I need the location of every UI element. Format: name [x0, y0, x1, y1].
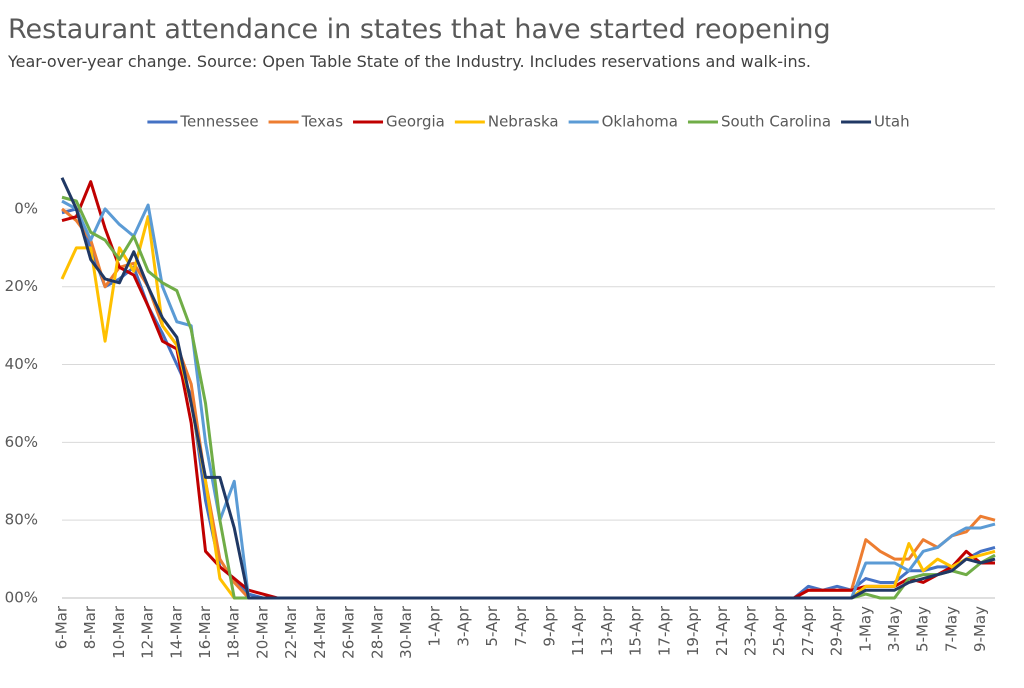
x-tick-label: 28-Mar	[368, 605, 386, 659]
x-tick-label: 12-Mar	[139, 605, 157, 659]
x-tick-label: 9-May	[971, 606, 989, 652]
x-tick-label: 3-May	[885, 606, 903, 652]
series-line	[60, 177, 996, 600]
x-tick-label: 22-Mar	[282, 605, 300, 659]
legend: Tennessee Texas Georgia Nebraska Oklahoma Sou…	[147, 113, 910, 131]
series-line	[61, 195, 996, 600]
y-tick-label: 60%	[5, 433, 38, 451]
legend-label: Utah	[874, 113, 910, 131]
x-tick-label: 15-Apr	[627, 605, 645, 656]
x-tick-label: 23-Apr	[741, 605, 759, 656]
x-tick-label: 21-Apr	[713, 605, 731, 656]
legend-label: Texas	[301, 113, 344, 131]
chart-subtitle: Year-over-year change. Source: Open Tabl…	[8, 52, 812, 71]
x-tick-label: 18-Mar	[225, 605, 243, 659]
chart-title: Restaurant attendance in states that hav…	[8, 14, 831, 45]
x-tick-label: 14-Mar	[167, 605, 185, 659]
x-tick-label: 7-Apr	[512, 605, 530, 646]
legend-label: Nebraska	[488, 113, 559, 131]
x-tick-label: 5-Apr	[483, 605, 501, 646]
y-tick-label: 40%	[5, 355, 38, 373]
x-tick-label: 26-Mar	[340, 605, 358, 659]
x-tick-label: 8-Mar	[81, 605, 99, 649]
x-tick-label: 11-Apr	[569, 605, 587, 656]
y-tick-label: 00%	[5, 589, 38, 607]
x-tick-label: 29-Apr	[828, 605, 846, 656]
y-tick-label: 20%	[5, 277, 38, 295]
legend-label: South Carolina	[721, 113, 831, 131]
legend-label: Georgia	[386, 113, 445, 131]
x-tick-label: 6-Mar	[53, 605, 71, 649]
x-tick-label: 24-Mar	[311, 605, 329, 659]
x-tick-label: 5-May	[914, 606, 932, 652]
y-tick-label: 80%	[5, 511, 38, 529]
x-tick-label: 3-Apr	[454, 605, 472, 646]
x-tick-label: 13-Apr	[598, 605, 616, 656]
y-tick-label: 0%	[14, 199, 38, 217]
x-tick-label: 10-Mar	[110, 605, 128, 659]
x-tick-label: 30-Mar	[397, 605, 415, 659]
legend-label: Oklahoma	[602, 113, 678, 131]
x-tick-label: 25-Apr	[770, 605, 788, 656]
x-tick-label: 17-Apr	[655, 605, 673, 656]
x-tick-label: 27-Apr	[799, 605, 817, 656]
x-tick-label: 20-Mar	[253, 605, 271, 659]
x-tick-label: 1-Apr	[426, 605, 444, 646]
x-tick-label: 19-Apr	[684, 605, 702, 656]
legend-label: Tennessee	[179, 113, 258, 131]
x-tick-label: 7-May	[942, 606, 960, 652]
series-line	[61, 199, 996, 600]
x-tick-label: 1-May	[856, 606, 874, 652]
x-tick-label: 16-Mar	[196, 605, 214, 659]
x-tick-label: 9-Apr	[541, 605, 559, 646]
